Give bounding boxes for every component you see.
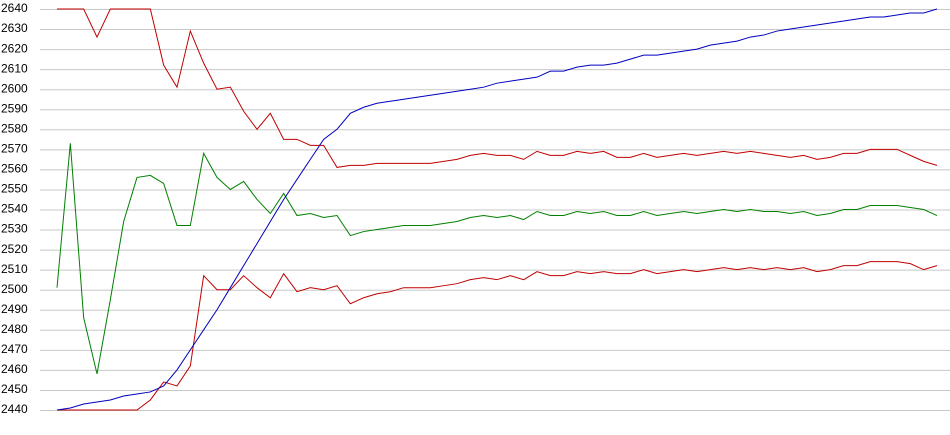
y-tick-label: 2640 — [1, 1, 28, 15]
y-tick-label: 2520 — [1, 242, 28, 256]
y-tick-label: 2450 — [1, 382, 28, 396]
y-tick-label: 2610 — [1, 61, 28, 75]
y-tick-label: 2540 — [1, 202, 28, 216]
y-tick-label: 2630 — [1, 21, 28, 35]
y-tick-label: 2560 — [1, 162, 28, 176]
y-tick-label: 2580 — [1, 121, 28, 135]
y-tick-label: 2440 — [1, 402, 28, 416]
y-tick-label: 2500 — [1, 282, 28, 296]
y-tick-label: 2620 — [1, 41, 28, 55]
series-line — [56, 8, 938, 411]
y-tick-label: 2460 — [1, 362, 28, 376]
series-line — [57, 261, 938, 411]
y-tick-label: 2550 — [1, 182, 28, 196]
y-tick-label: 2570 — [1, 142, 28, 156]
y-tick-label: 2490 — [1, 302, 28, 316]
y-tick-label: 2530 — [1, 222, 28, 236]
y-tick-label: 2480 — [1, 322, 28, 336]
series-line — [57, 8, 938, 168]
series-line — [56, 143, 938, 375]
y-tick-label: 2510 — [1, 262, 28, 276]
y-tick-label: 2600 — [1, 81, 28, 95]
y-tick-label: 2470 — [1, 342, 28, 356]
y-tick-label: 2590 — [1, 101, 28, 115]
